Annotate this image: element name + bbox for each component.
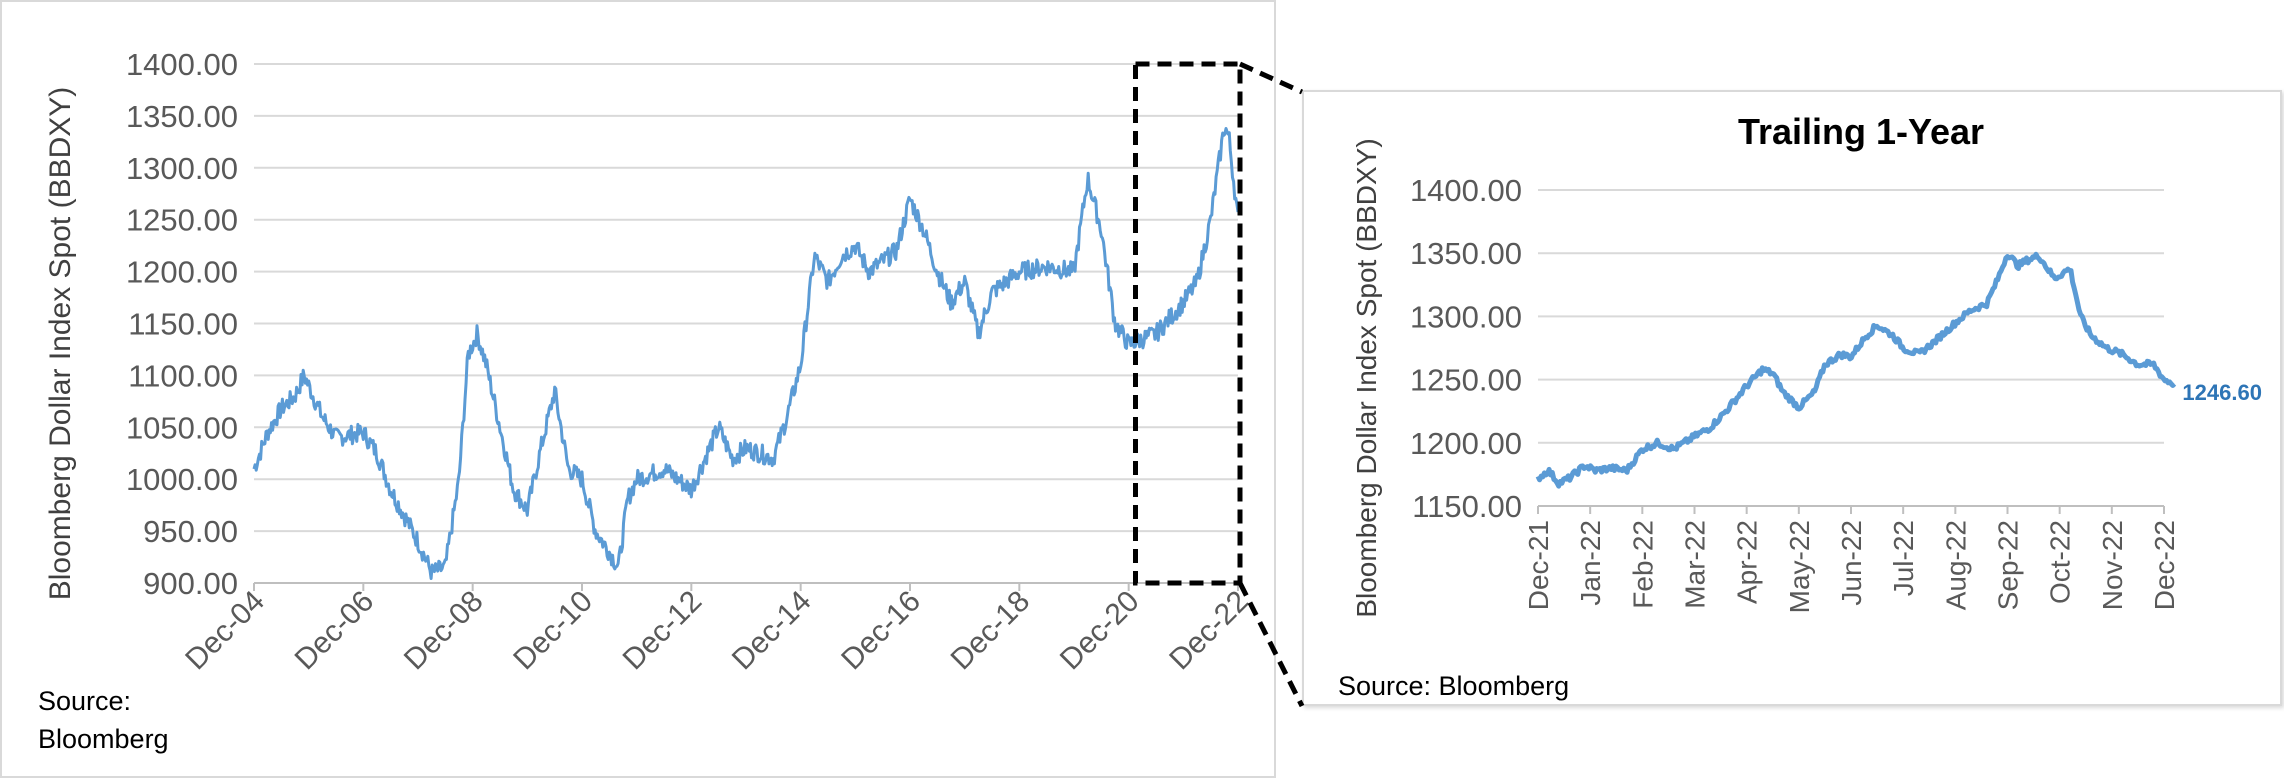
left-y-tick-label: 1000.00 [126, 462, 238, 497]
right-y-axis-title: Bloomberg Dollar Index Spot (BBDXY) [1351, 138, 1382, 617]
right-x-tick-label: Aug-22 [1940, 520, 1971, 610]
left-x-tick-label: Dec-16 [835, 585, 927, 677]
right-series-line [1535, 251, 2177, 489]
right-x-tick-label: Dec-21 [1523, 520, 1554, 610]
right-x-tick-label: Jul-22 [1888, 520, 1919, 596]
right-x-tick-label: May-22 [1784, 520, 1815, 613]
left-y-tick-label: 1300.00 [126, 151, 238, 186]
left-y-tick-label: 900.00 [143, 566, 238, 601]
right-chart-title: Trailing 1-Year [1738, 111, 1984, 152]
left-y-tick-label: 1200.00 [126, 255, 238, 290]
right-x-tick-label: Jun-22 [1836, 520, 1867, 606]
left-y-axis-title: Bloomberg Dollar Index Spot (BBDXY) [44, 87, 77, 601]
zoom-connector-bottom [1237, 581, 1305, 708]
right-x-tick-label: Sep-22 [1993, 520, 2024, 610]
right-x-tick-label: Mar-22 [1680, 520, 1711, 609]
left-y-tick-label: 1050.00 [126, 410, 238, 445]
left-y-tick-label: 950.00 [143, 514, 238, 549]
right-x-tick-label: Feb-22 [1627, 520, 1658, 609]
left-y-tick-label: 1150.00 [128, 307, 238, 342]
left-x-tick-label: Dec-10 [507, 585, 599, 677]
left-x-tick-label: Dec-12 [617, 585, 709, 677]
zoom-connector-top [1238, 61, 1304, 95]
right-x-tick-label: Dec-22 [2149, 520, 2180, 610]
left-chart-panel [0, 0, 1276, 778]
right-source-note: Source: Bloomberg [1338, 671, 1570, 701]
left-x-tick-label: Dec-14 [726, 585, 818, 677]
right-y-tick-label: 1150.00 [1412, 489, 1522, 524]
left-x-tick-label: Dec-06 [289, 585, 381, 677]
left-x-tick-label: Dec-22 [1163, 585, 1255, 677]
left-x-tick-label: Dec-20 [1054, 585, 1146, 677]
right-end-value-label: 1246.60 [2182, 380, 2262, 405]
left-x-tick-label: Dec-18 [945, 585, 1037, 677]
left-x-tick-label: Dec-08 [398, 585, 490, 677]
right-y-tick-label: 1350.00 [1410, 236, 1522, 271]
right-x-tick-label: Apr-22 [1732, 520, 1763, 604]
left-y-tick-label: 1250.00 [126, 203, 238, 238]
left-series-line [252, 127, 1240, 580]
left-y-tick-label: 1400.00 [126, 47, 238, 82]
zoom-box [1133, 61, 1243, 586]
right-y-tick-label: 1300.00 [1410, 299, 1522, 334]
right-y-tick-label: 1200.00 [1410, 426, 1522, 461]
right-x-tick-label: Jan-22 [1575, 520, 1606, 606]
left-y-tick-label: 1350.00 [126, 99, 238, 134]
left-source-note: Source: Bloomberg [38, 686, 169, 754]
right-x-tick-label: Nov-22 [2097, 520, 2128, 610]
right-y-tick-label: 1250.00 [1410, 363, 1522, 398]
right-y-tick-label: 1400.00 [1410, 173, 1522, 208]
left-y-tick-label: 1100.00 [128, 358, 238, 393]
right-x-tick-label: Oct-22 [2045, 520, 2076, 604]
